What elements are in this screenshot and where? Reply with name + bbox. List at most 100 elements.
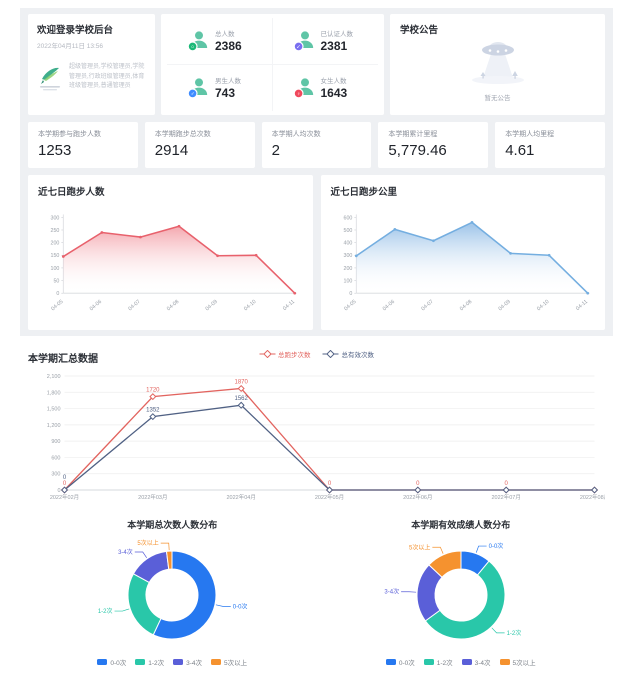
callout-label: 3-4次 (118, 548, 133, 556)
axis-label: 2022年03月 (138, 493, 167, 501)
legend-swatch (386, 659, 396, 665)
axis-label: 300 (343, 253, 352, 259)
overview-row: 欢迎登录学校后台 2022年04月11日 13:56 超级管理员,学校管理员,学… (28, 14, 605, 115)
kpi-label: 本学期参与跑步人数 (38, 129, 128, 139)
data-point[interactable] (139, 236, 142, 239)
axis-label: 250 (51, 228, 60, 234)
callout-line (216, 605, 231, 607)
axis-label: 04-05 (50, 299, 64, 312)
axis-label: 2022年05月 (315, 493, 344, 501)
axis-label: 150 (51, 253, 60, 259)
line-chart-legend: 总跑步次数 总有效次数 (259, 349, 374, 359)
kpi-avg-runs: 本学期人均次数 2 (262, 122, 372, 168)
svg-text:○: ○ (191, 44, 194, 50)
legend-label: 3-4次 (475, 657, 491, 667)
axis-label: 04-09 (497, 299, 511, 312)
donut-legend-item-0-0次[interactable]: 0-0次 (97, 657, 126, 667)
svg-text:✓: ✓ (296, 44, 301, 50)
callout-label: 0-0次 (233, 602, 248, 610)
data-point[interactable] (178, 225, 181, 228)
donut-legend-item-1-2次[interactable]: 1-2次 (135, 657, 164, 667)
axis-label: 2022年06月 (403, 493, 432, 501)
point-label: 0 (328, 481, 332, 487)
donut-chart-total-times[interactable]: 0-0次 1-2次 3-4次 5次以上 (57, 531, 287, 657)
donut-legend-item-5次以上[interactable]: 5次以上 (211, 657, 247, 667)
point-label: 0 (63, 481, 67, 487)
donut-legend-item-5次以上[interactable]: 5次以上 (500, 657, 536, 667)
data-point[interactable] (415, 487, 421, 493)
callout-line (161, 543, 169, 550)
axis-label: 0 (349, 291, 352, 297)
login-datetime: 2022年04月11日 13:56 (37, 40, 146, 50)
axis-label: 300 (51, 215, 60, 221)
data-point[interactable] (393, 228, 396, 231)
donut-legend-item-1-2次[interactable]: 1-2次 (424, 657, 453, 667)
callout-label: 0-0次 (488, 542, 503, 550)
donut-slice-1-2次[interactable] (128, 574, 161, 635)
callout-label: 1-2次 (506, 629, 521, 637)
data-point[interactable] (255, 254, 258, 257)
kpi-total-runs: 本学期跑步总次数 2914 (145, 122, 255, 168)
data-point[interactable] (216, 254, 219, 257)
point-label: 1562 (234, 396, 248, 402)
data-point[interactable] (592, 487, 598, 493)
stat-certified-people: ✓ 已认证人数 2381 (273, 18, 379, 65)
axis-label: 300 (51, 472, 60, 478)
kpi-row: 本学期参与跑步人数 1253 本学期跑步总次数 2914 本学期人均次数 2 本… (28, 122, 605, 168)
data-point[interactable] (432, 239, 435, 242)
axis-label: 600 (343, 215, 352, 221)
data-point[interactable] (100, 231, 103, 234)
callout-line (492, 628, 505, 633)
point-label: 0 (504, 481, 508, 487)
dashboard-top-area: 欢迎登录学校后台 2022年04月11日 13:56 超级管理员,学校管理员,学… (20, 8, 613, 336)
callout-label: 1-2次 (98, 607, 113, 615)
axis-label: 2022年02月 (50, 493, 79, 501)
stat-female-people: ♀ 女生人数 1643 (273, 65, 379, 112)
data-point[interactable] (586, 292, 589, 295)
kpi-avg-mileage: 本学期人均里程 4.61 (495, 122, 605, 168)
axis-label: 04-09 (205, 299, 219, 312)
legend-item-总跑步次数[interactable]: 总跑步次数 (259, 349, 311, 359)
stat-label: 女生人数 (321, 75, 348, 85)
data-point[interactable] (470, 221, 473, 224)
axis-label: 2022年04月 (226, 493, 255, 501)
stat-label: 总人数 (215, 28, 242, 38)
ufo-empty-illustration (459, 38, 537, 90)
welcome-card: 欢迎登录学校后台 2022年04月11日 13:56 超级管理员,学校管理员,学… (28, 14, 155, 115)
legend-label: 1-2次 (148, 657, 164, 667)
series-line-总跑步次数 (65, 388, 595, 490)
donut-title: 本学期有效成绩人数分布 (317, 518, 606, 531)
legend-swatch (97, 659, 107, 665)
kpi-total-mileage: 本学期累计里程 5,779.46 (378, 122, 488, 168)
axis-label: 500 (343, 228, 352, 234)
data-point[interactable] (503, 487, 509, 493)
kpi-label: 本学期人均次数 (272, 129, 362, 139)
legend-swatch (424, 659, 434, 665)
kpi-label: 本学期人均里程 (505, 129, 595, 139)
data-point[interactable] (62, 255, 65, 258)
stat-value: 2386 (215, 39, 242, 53)
data-point[interactable] (293, 292, 296, 295)
callout-label: 5次以上 (409, 543, 430, 551)
data-point[interactable] (509, 252, 512, 255)
data-point[interactable] (354, 255, 357, 258)
legend-label: 0-0次 (399, 657, 415, 667)
chart-title: 近七日跑步人数 (38, 184, 303, 198)
donut-legend-item-3-4次[interactable]: 3-4次 (462, 657, 491, 667)
axis-label: 2022年08月 (580, 493, 605, 501)
data-point[interactable] (547, 254, 550, 257)
donut-legend-item-0-0次[interactable]: 0-0次 (386, 657, 415, 667)
donut-legend: 0-0次 1-2次 3-4次 5次以上 (28, 657, 317, 667)
legend-swatch (500, 659, 510, 665)
point-label: 0 (63, 475, 67, 481)
donut-legend: 0-0次 1-2次 3-4次 5次以上 (317, 657, 606, 667)
legend-item-总有效次数[interactable]: 总有效次数 (323, 349, 375, 359)
callout-label: 5次以上 (138, 539, 159, 547)
donut-legend-item-3-4次[interactable]: 3-4次 (173, 657, 202, 667)
axis-label: 1,200 (47, 423, 61, 429)
